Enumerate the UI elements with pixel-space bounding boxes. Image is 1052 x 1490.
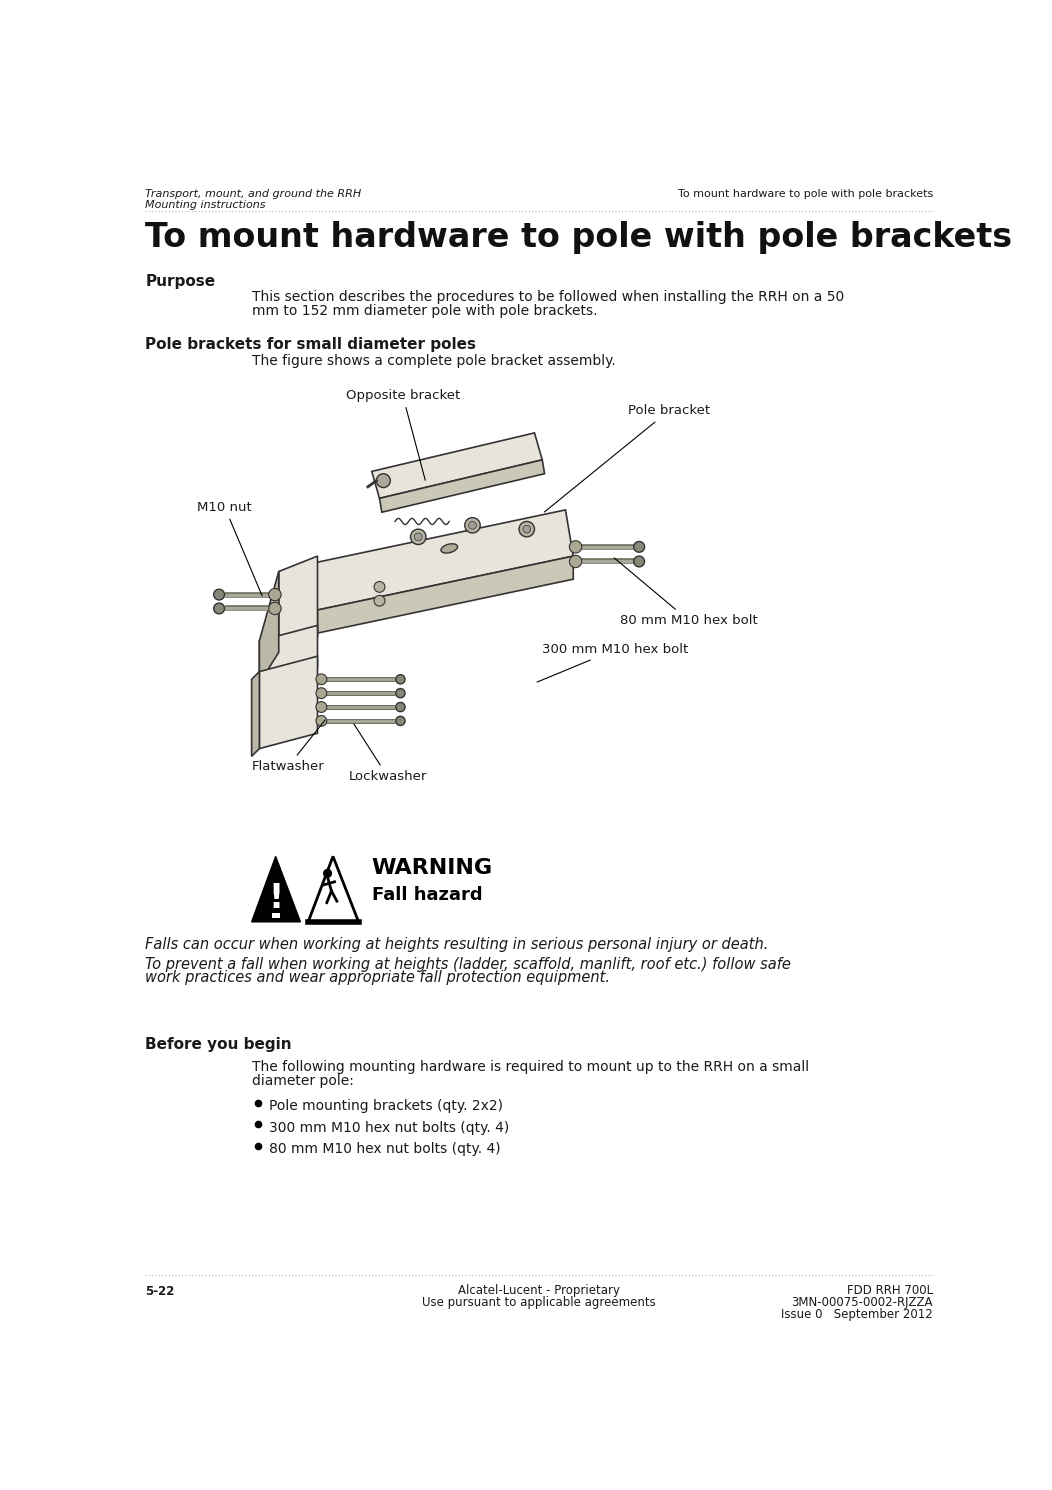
Polygon shape xyxy=(371,434,542,498)
Polygon shape xyxy=(279,556,318,653)
Text: Pole mounting brackets (qty. 2x2): Pole mounting brackets (qty. 2x2) xyxy=(269,1100,504,1113)
Polygon shape xyxy=(260,626,318,682)
Circle shape xyxy=(396,688,405,697)
Circle shape xyxy=(214,603,224,614)
Polygon shape xyxy=(380,460,545,513)
Circle shape xyxy=(465,517,481,533)
Circle shape xyxy=(316,673,327,685)
Polygon shape xyxy=(309,510,573,609)
Text: The following mounting hardware is required to mount up to the RRH on a small: The following mounting hardware is requi… xyxy=(251,1061,809,1074)
Text: Alcatel-Lucent - Proprietary: Alcatel-Lucent - Proprietary xyxy=(459,1284,620,1296)
Text: !: ! xyxy=(268,882,283,915)
Text: 80 mm M10 hex nut bolts (qty. 4): 80 mm M10 hex nut bolts (qty. 4) xyxy=(269,1141,501,1156)
Text: diameter pole:: diameter pole: xyxy=(251,1074,353,1088)
Circle shape xyxy=(523,526,530,533)
Text: Before you begin: Before you begin xyxy=(145,1037,292,1052)
Polygon shape xyxy=(251,672,260,757)
Bar xyxy=(271,912,280,918)
Circle shape xyxy=(214,589,224,600)
Text: M10 nut: M10 nut xyxy=(198,501,262,596)
Text: Use pursuant to applicable agreements: Use pursuant to applicable agreements xyxy=(422,1296,656,1310)
Circle shape xyxy=(324,870,331,878)
Text: This section describes the procedures to be followed when installing the RRH on : This section describes the procedures to… xyxy=(251,291,844,304)
Text: To mount hardware to pole with pole brackets: To mount hardware to pole with pole brac… xyxy=(677,189,933,198)
Text: Transport, mount, and ground the RRH: Transport, mount, and ground the RRH xyxy=(145,189,362,198)
Circle shape xyxy=(396,675,405,684)
Circle shape xyxy=(375,581,385,593)
Circle shape xyxy=(316,688,327,699)
Text: 80 mm M10 hex bolt: 80 mm M10 hex bolt xyxy=(614,557,757,627)
Text: 300 mm M10 hex bolt: 300 mm M10 hex bolt xyxy=(538,644,688,682)
Circle shape xyxy=(268,602,281,614)
Text: Lockwasher: Lockwasher xyxy=(348,724,427,784)
Text: 5-22: 5-22 xyxy=(145,1286,175,1298)
Circle shape xyxy=(519,522,534,536)
Circle shape xyxy=(633,556,645,566)
Polygon shape xyxy=(251,857,301,922)
Text: To prevent a fall when working at heights (ladder, scaffold, manlift, roof etc.): To prevent a fall when working at height… xyxy=(145,957,791,971)
Text: Issue 0   September 2012: Issue 0 September 2012 xyxy=(781,1308,933,1322)
Circle shape xyxy=(633,541,645,553)
Text: Falls can occur when working at heights resulting in serious personal injury or : Falls can occur when working at heights … xyxy=(145,937,769,952)
Polygon shape xyxy=(308,857,359,922)
Text: Opposite bracket: Opposite bracket xyxy=(346,389,460,480)
Text: mm to 152 mm diameter pole with pole brackets.: mm to 152 mm diameter pole with pole bra… xyxy=(251,304,598,319)
Circle shape xyxy=(396,717,405,726)
Text: Fall hazard: Fall hazard xyxy=(371,885,483,903)
Text: Flatwasher: Flatwasher xyxy=(251,720,325,773)
Circle shape xyxy=(410,529,426,544)
Circle shape xyxy=(569,556,582,568)
Text: Mounting instructions: Mounting instructions xyxy=(145,200,266,210)
Text: WARNING: WARNING xyxy=(371,858,493,878)
Text: Pole bracket: Pole bracket xyxy=(544,404,710,513)
Circle shape xyxy=(316,702,327,712)
Polygon shape xyxy=(318,556,573,633)
Circle shape xyxy=(268,589,281,600)
Polygon shape xyxy=(260,572,279,682)
Circle shape xyxy=(468,522,477,529)
Text: 300 mm M10 hex nut bolts (qty. 4): 300 mm M10 hex nut bolts (qty. 4) xyxy=(269,1120,510,1134)
Text: Pole brackets for small diameter poles: Pole brackets for small diameter poles xyxy=(145,337,477,352)
Circle shape xyxy=(569,541,582,553)
Text: The figure shows a complete pole bracket assembly.: The figure shows a complete pole bracket… xyxy=(251,355,615,368)
Circle shape xyxy=(396,702,405,712)
Ellipse shape xyxy=(441,544,458,553)
Circle shape xyxy=(377,474,390,487)
Text: To mount hardware to pole with pole brackets: To mount hardware to pole with pole brac… xyxy=(145,221,1013,255)
Text: FDD RRH 700L: FDD RRH 700L xyxy=(847,1284,933,1296)
Text: work practices and wear appropriate fall protection equipment.: work practices and wear appropriate fall… xyxy=(145,970,610,985)
Circle shape xyxy=(375,596,385,606)
Circle shape xyxy=(414,533,422,541)
Text: Purpose: Purpose xyxy=(145,274,216,289)
Polygon shape xyxy=(260,656,318,748)
Circle shape xyxy=(316,715,327,726)
Text: 3MN-00075-0002-RJZZA: 3MN-00075-0002-RJZZA xyxy=(791,1296,933,1310)
